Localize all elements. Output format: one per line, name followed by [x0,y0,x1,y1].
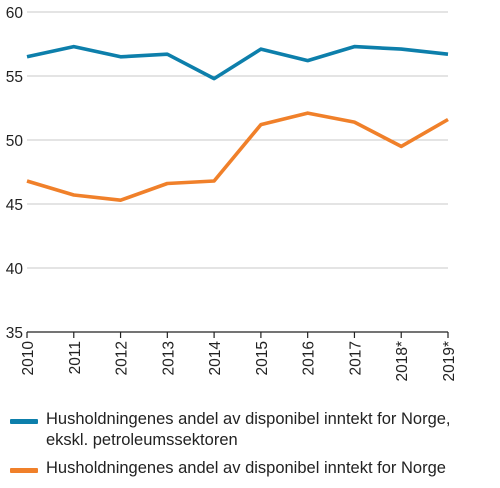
legend-swatch-blue [10,419,38,424]
x-tick-label-2019*: 2019* [441,341,458,382]
x-tick-label-2015: 2015 [254,341,271,375]
x-tick-label-2014: 2014 [207,341,224,376]
y-tick-labels: 35 40 45 50 55 60 [6,5,24,342]
y-tick-label-35: 35 [6,325,23,342]
series-line-1 [26,44,449,81]
x-tick-label-2016: 2016 [301,341,318,375]
gridlines [27,11,448,269]
legend-item-series-1: Husholdningenes andel av disponibel innt… [10,409,451,451]
x-tick-label-2011: 2011 [67,341,84,374]
legend-item-series-2: Husholdningenes andel av disponibel innt… [10,458,446,479]
y-tick-label-55: 55 [6,69,23,86]
series-lines [26,44,449,202]
legend-swatch-orange [10,468,38,473]
x-tick-label-2017: 2017 [347,341,364,375]
x-tick-label-2012: 2012 [114,341,131,375]
y-tick-label-50: 50 [6,133,24,150]
x-tick-labels: 2010 2011 2012 2013 2014 2015 2016 2017 2018* 201… [20,341,458,382]
x-tick-label-2018*: 2018* [394,341,411,382]
x-tick-label-2010: 2010 [20,341,37,376]
x-tick-label-2013: 2013 [160,341,177,375]
series-line-2 [26,111,449,202]
y-tick-label-45: 45 [6,197,23,214]
legend-label-series-1: Husholdningenes andel av disponibel innt… [46,410,451,449]
legend-label-series-2: Husholdningenes andel av disponibel innt… [46,459,446,477]
y-tick-label-40: 40 [6,261,24,278]
axes [26,331,449,338]
y-tick-label-60: 60 [6,5,24,22]
